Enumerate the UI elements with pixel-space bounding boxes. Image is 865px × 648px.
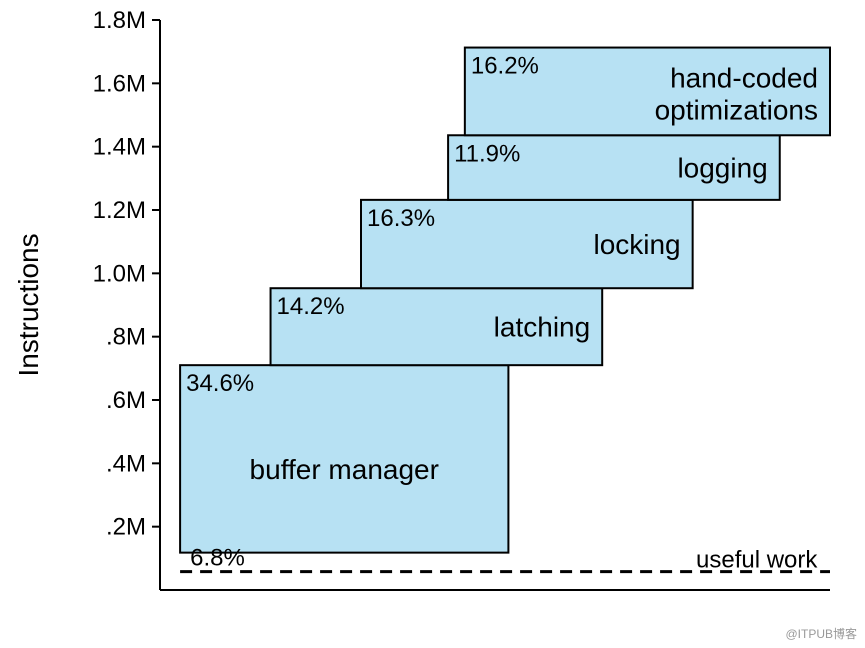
bar-name-label: optimizations: [655, 94, 818, 125]
y-tick-label: .8M: [106, 324, 146, 351]
waterfall-chart: .2M .4M .6M .8M 1.0M 1.2M 1.4M 1.6M 1.8M Instruct…: [0, 0, 865, 648]
y-tick-label: 1.6M: [93, 70, 146, 97]
y-tick-label: .4M: [106, 450, 146, 477]
useful-work-pct: 6.8%: [190, 545, 245, 572]
y-tick-label: 1.2M: [93, 197, 146, 224]
bar-name-label: logging: [677, 153, 767, 184]
bar-pct-label: 11.9%: [454, 140, 520, 167]
bar-pct-label: 14.2%: [277, 293, 345, 320]
bar-name-label: latching: [494, 312, 591, 343]
bar-pct-label: 34.6%: [186, 370, 254, 397]
bar-pct-label: 16.2%: [471, 53, 539, 80]
y-axis-label: Instructions: [13, 233, 44, 376]
useful-work-label: useful work: [696, 547, 818, 574]
bar-pct-label: 16.3%: [367, 205, 435, 232]
y-tick-label: 1.4M: [93, 134, 146, 161]
y-tick-label: .2M: [106, 514, 146, 541]
y-tick-label: 1.0M: [93, 260, 146, 287]
y-tick-label: .6M: [106, 387, 146, 414]
bar-name-label: locking: [593, 229, 680, 260]
bar-name-label: hand-coded: [670, 62, 818, 93]
bar-name-label: buffer manager: [250, 454, 439, 485]
y-tick-label: 1.8M: [93, 7, 146, 34]
chart-container: .2M .4M .6M .8M 1.0M 1.2M 1.4M 1.6M 1.8M Instruct…: [0, 0, 865, 648]
watermark: @ITPUB博客: [785, 626, 857, 641]
